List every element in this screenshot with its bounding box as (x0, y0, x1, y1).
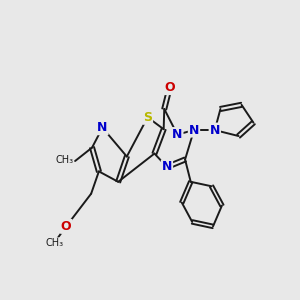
Text: N: N (210, 124, 220, 136)
Text: N: N (162, 160, 172, 173)
Text: CH₃: CH₃ (45, 238, 63, 248)
Text: S: S (143, 111, 152, 124)
Text: N: N (172, 128, 182, 141)
Text: N: N (189, 124, 199, 136)
Text: O: O (61, 220, 71, 233)
Text: CH₃: CH₃ (56, 154, 74, 164)
Text: N: N (97, 121, 108, 134)
Text: O: O (164, 81, 175, 94)
